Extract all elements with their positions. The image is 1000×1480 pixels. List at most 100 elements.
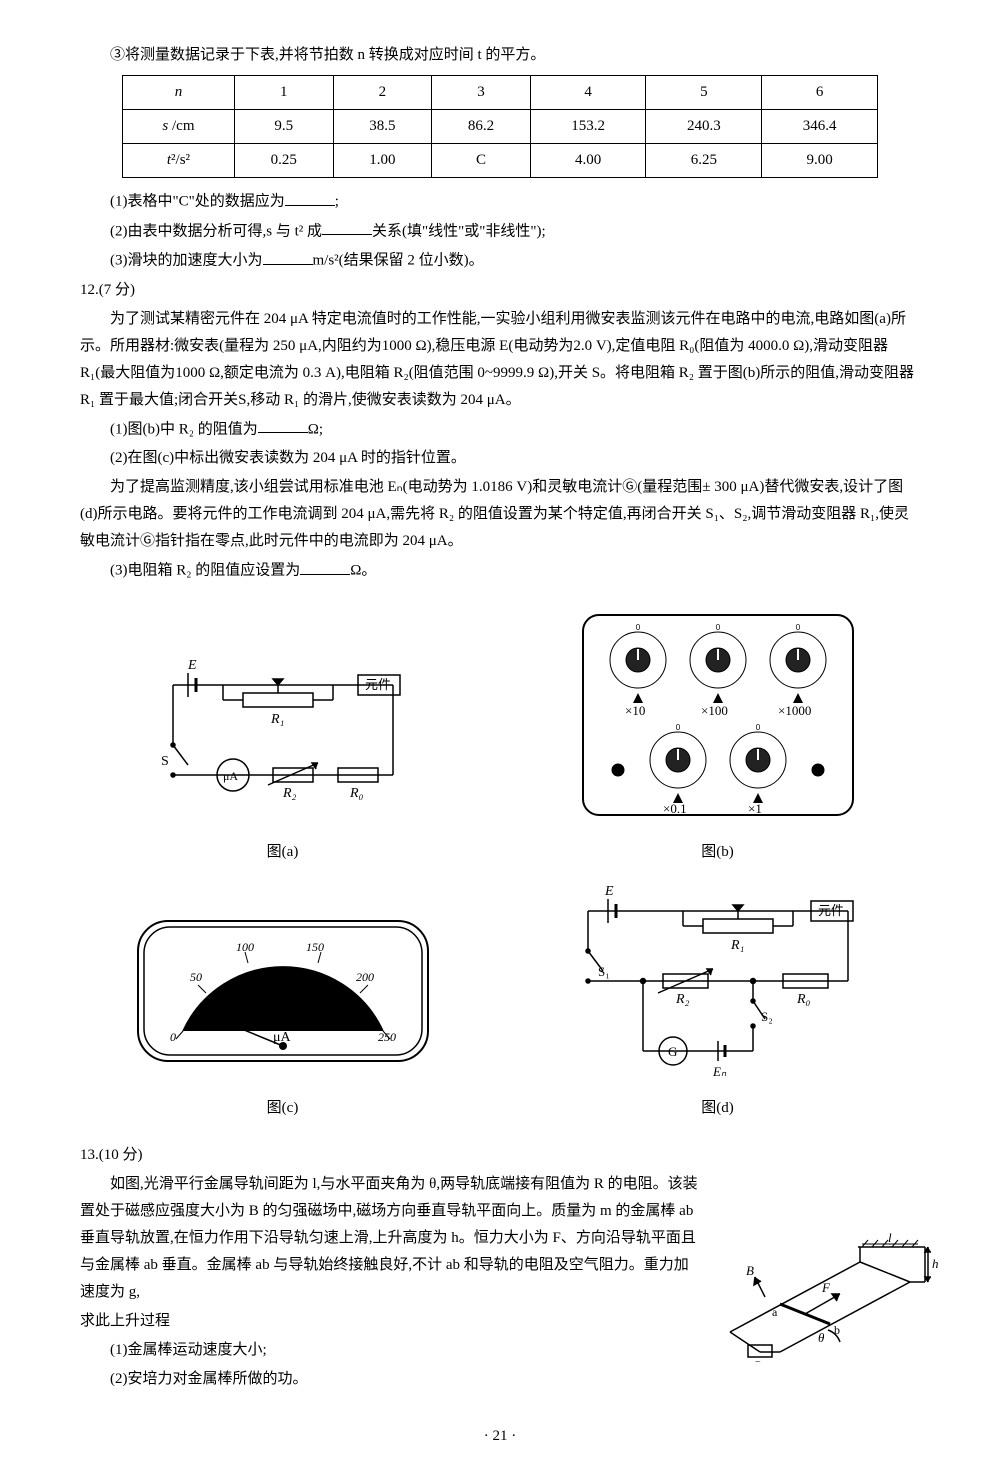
q11-sub3-b: m/s²(结果保留 2 位小数)。	[313, 253, 484, 269]
label-component: 元件	[365, 677, 391, 692]
th-4: 4	[530, 76, 646, 110]
q11-sub3-a: (3)滑块的加速度大小为	[110, 253, 263, 269]
q13-block: 13.(10 分) 如图,光滑平行金属导轨间距为 l,与水平面夹角为 θ,两导轨…	[80, 1142, 920, 1393]
q12-sub1-b: Ω;	[308, 421, 323, 437]
dial-label-1: ×1	[748, 801, 762, 816]
d-label-G: G	[668, 1044, 677, 1059]
q11-sub1: (1)表格中"C"处的数据应为;	[80, 188, 920, 216]
th-n: n	[123, 76, 235, 110]
q13-label-R: R	[753, 1358, 762, 1362]
cell: 86.2	[432, 110, 531, 144]
th-2: 2	[333, 76, 432, 110]
page-number: · 21 ·	[80, 1423, 920, 1450]
th-6: 6	[762, 76, 878, 110]
table-header-row: n 1 2 3 4 5 6	[123, 76, 878, 110]
table-row: t²/s² 0.25 1.00 C 4.00 6.25 9.00	[123, 144, 878, 178]
svg-text:0: 0	[635, 623, 640, 632]
q12-heading: 12.(7 分)	[80, 277, 920, 304]
d-label-S1: S₁	[598, 964, 610, 979]
th-1: 1	[234, 76, 333, 110]
q11-sub1-a: (1)表格中"C"处的数据应为	[110, 194, 285, 210]
q13-label-B: B	[746, 1263, 754, 1278]
scale-0: 0	[170, 1030, 176, 1044]
q12-sub3-a: (3)电阻箱 R₂ 的阻值应设置为	[110, 563, 300, 579]
circuit-a-svg: E R₁ μA R₂ R₀ S 元件	[133, 645, 433, 825]
q13-label-h: h	[932, 1256, 939, 1271]
figure-a-caption: 图(a)	[133, 839, 433, 866]
d-label-E: E	[604, 884, 614, 899]
q12-sub3: (3)电阻箱 R₂ 的阻值应设置为 Ω。	[80, 557, 920, 585]
d-label-EN: Eₙ	[712, 1064, 727, 1079]
q13-heading: 13.(10 分)	[80, 1142, 920, 1169]
meter-svg: 0 50 100 150 200 250 μA	[128, 911, 438, 1081]
figure-c: 0 50 100 150 200 250 μA 图(c)	[128, 911, 438, 1122]
q13-label-l: l	[888, 1230, 892, 1245]
dial-label-0p1: ×0.1	[663, 801, 687, 816]
q12-sub2: (2)在图(c)中标出微安表读数为 204 μA 时的指针位置。	[80, 445, 920, 472]
q12-para1: 为了测试某精密元件在 204 μA 特定电流值时的工作性能,一实验小组利用微安表…	[80, 306, 920, 414]
cell-c: C	[432, 144, 531, 178]
scale-250: 250	[378, 1030, 396, 1044]
q13-label-b: b	[834, 1323, 840, 1337]
row-label-s: s /cm	[123, 110, 235, 144]
q11-sub1-b: ;	[335, 194, 339, 210]
d-label-R0: R₀	[796, 992, 811, 1007]
q11-sub2: (2)由表中数据分析可得,s 与 t² 成 关系(填"线性"或"非线性");	[80, 218, 920, 246]
th-3: 3	[432, 76, 531, 110]
label-S: S	[161, 754, 169, 769]
dial-label-1000: ×1000	[778, 703, 811, 718]
cell: 346.4	[762, 110, 878, 144]
d-label-S2: S₂	[761, 1009, 773, 1024]
dial-label-100: ×100	[701, 703, 728, 718]
figures-grid: E R₁ μA R₂ R₀ S 元件 图(a)	[80, 605, 920, 1122]
cell: 38.5	[333, 110, 432, 144]
dial-label-10: ×10	[625, 703, 645, 718]
data-table: n 1 2 3 4 5 6 s /cm 9.5 38.5 86.2 153.2 …	[122, 75, 878, 178]
svg-text:0: 0	[795, 623, 800, 632]
q13-label-theta: θ	[818, 1330, 825, 1345]
q11-sub2-b: 关系(填"线性"或"非线性");	[372, 223, 546, 239]
circuit-d-svg: E R₁ 元件 S₁ R₂ S₂ R₀ G Eₙ	[553, 881, 883, 1081]
cell: 1.00	[333, 144, 432, 178]
label-uA: μA	[223, 769, 238, 783]
cell: 153.2	[530, 110, 646, 144]
cell: 4.00	[530, 144, 646, 178]
label-R2: R₂	[282, 786, 297, 801]
d-label-R1: R₁	[730, 938, 744, 953]
row-label-t2: t²/s²	[123, 144, 235, 178]
figure-d: E R₁ 元件 S₁ R₂ S₂ R₀ G Eₙ 图(d)	[553, 881, 883, 1122]
blank	[322, 218, 372, 236]
q13-label-a: a	[772, 1305, 778, 1319]
th-5: 5	[646, 76, 762, 110]
cell: 9.5	[234, 110, 333, 144]
scale-50: 50	[190, 970, 202, 984]
figure-b-caption: 图(b)	[573, 839, 863, 866]
blank	[285, 188, 335, 206]
cell: 6.25	[646, 144, 762, 178]
q12-sub1: (1)图(b)中 R₂ 的阻值为 Ω;	[80, 416, 920, 444]
label-R0: R₀	[349, 786, 364, 801]
q11-sub2-a: (2)由表中数据分析可得,s 与 t² 成	[110, 223, 322, 239]
resistance-box-svg: 0 0 0 0 0 ×10 ×100 ×1000 ×0.1 ×1	[573, 605, 863, 825]
figure-q13: l h B F a b R θ	[710, 1212, 940, 1372]
table-row: s /cm 9.5 38.5 86.2 153.2 240.3 346.4	[123, 110, 878, 144]
svg-text:0: 0	[715, 623, 720, 632]
label-E: E	[187, 658, 197, 673]
inclined-rails-svg: l h B F a b R θ	[710, 1212, 940, 1362]
svg-text:0: 0	[675, 723, 680, 732]
q13-label-F: F	[821, 1280, 831, 1295]
q12-para2: 为了提高监测精度,该小组尝试用标准电池 Eₙ(电动势为 1.0186 V)和灵敏…	[80, 474, 920, 555]
d-label-R2: R₂	[675, 992, 690, 1007]
svg-text:0: 0	[755, 723, 760, 732]
scale-100: 100	[236, 940, 254, 954]
cell: 240.3	[646, 110, 762, 144]
label-R1: R₁	[270, 712, 284, 727]
intro-line-3: ③将测量数据记录于下表,并将节拍数 n 转换成对应时间 t 的平方。	[80, 42, 920, 69]
blank	[263, 247, 313, 265]
q12-sub3-b: Ω。	[350, 563, 376, 579]
cell: 0.25	[234, 144, 333, 178]
meter-unit: μA	[273, 1030, 292, 1045]
q12-sub1-a: (1)图(b)中 R₂ 的阻值为	[110, 421, 258, 437]
figure-a: E R₁ μA R₂ R₀ S 元件 图(a)	[133, 645, 433, 866]
figure-b: 0 0 0 0 0 ×10 ×100 ×1000 ×0.1 ×1 图(b)	[573, 605, 863, 866]
